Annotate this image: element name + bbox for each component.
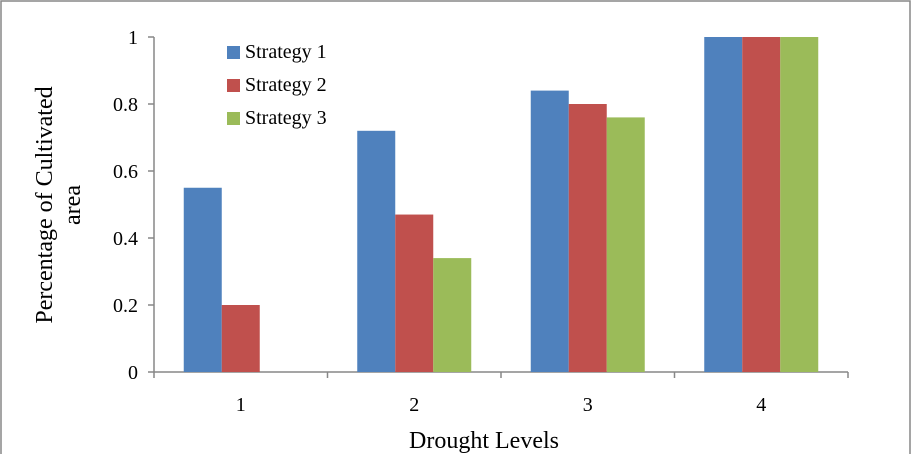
legend-label-1: Strategy 1	[245, 41, 327, 63]
x-tick-label: 2	[409, 394, 419, 416]
bar-strategy-1-4	[704, 37, 743, 372]
bar-strategy-2-4	[742, 37, 781, 372]
y-tick-label: 0.6	[113, 161, 138, 183]
legend-label-3: Strategy 3	[245, 107, 327, 129]
bar-strategy-2-2	[395, 214, 434, 372]
bar-strategy-1-1	[183, 187, 222, 372]
bar-strategy-3-3	[606, 117, 645, 373]
legend-label-2: Strategy 2	[245, 74, 327, 96]
x-tick-label: 4	[756, 394, 766, 416]
bar-strategy-2-3	[568, 104, 607, 372]
x-tick-label: 1	[236, 394, 246, 416]
bar-strategy-2-1	[221, 305, 260, 372]
bar-strategy-3-4	[780, 37, 819, 372]
bar-strategy-1-3	[530, 90, 569, 372]
y-tick-label: 0.2	[113, 295, 138, 317]
y-tick-label: 0	[128, 362, 138, 384]
plot-area: 0 0.2 0.4 0.6 0.8 1 1 2 3 4	[113, 27, 849, 416]
x-tick-label: 3	[583, 394, 593, 416]
y-axis-title-line1: Percentage of Cultivated	[32, 86, 58, 323]
y-axis-title-line2: area	[60, 185, 86, 225]
legend-swatch-2	[227, 79, 240, 92]
legend-swatch-1	[227, 46, 240, 59]
legend-swatch-3	[227, 112, 240, 125]
x-axis-title: Drought Levels	[409, 428, 559, 454]
y-tick-label: 0.8	[113, 94, 138, 116]
legend: Strategy 1 Strategy 2 Strategy 3	[227, 41, 327, 129]
y-tick-label: 0.4	[113, 228, 138, 250]
bar-strategy-1-2	[357, 130, 396, 372]
bar-strategy-3-2	[433, 258, 472, 372]
y-tick-label: 1	[128, 27, 138, 49]
